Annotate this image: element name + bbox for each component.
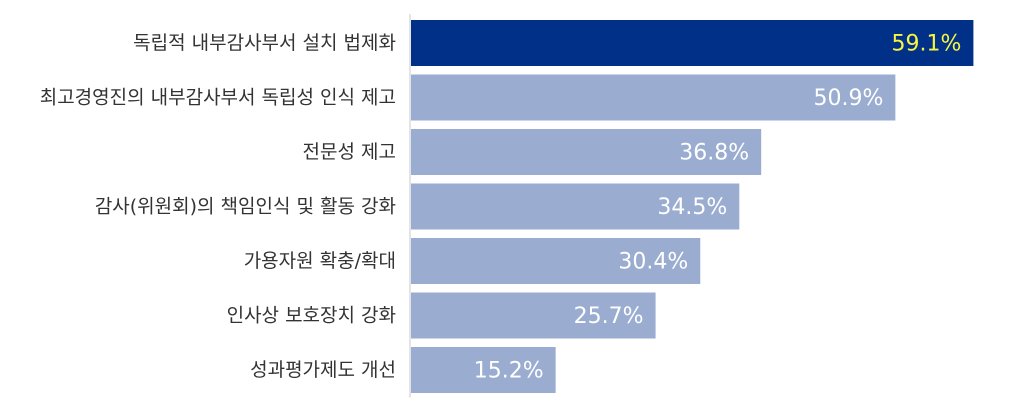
bar-0	[411, 20, 974, 66]
category-label-3: 감사(위원회)의 책임인식 및 활동 강화	[95, 196, 396, 218]
bar-6	[411, 347, 556, 393]
category-label-2: 전문성 제고	[303, 141, 396, 163]
value-label-4: 30.4%	[618, 250, 688, 275]
bar-3	[411, 183, 740, 230]
category-label-1: 최고경영진의 내부감사부서 독립성 인식 제고	[40, 87, 396, 109]
value-label-6: 15.2%	[474, 359, 544, 384]
bar-5	[411, 292, 656, 339]
bar-1	[411, 74, 896, 121]
value-label-1: 50.9%	[813, 86, 883, 111]
value-label-3: 34.5%	[657, 195, 727, 220]
value-label-0: 59.1%	[892, 32, 962, 57]
value-label-5: 25.7%	[574, 304, 644, 329]
category-label-4: 가용자원 확충/확대	[244, 250, 396, 272]
value-label-2: 36.8%	[679, 141, 749, 166]
category-label-6: 성과평가제도 개선	[250, 359, 396, 381]
category-label-0: 독립적 내부감사부서 설치 법제화	[133, 32, 396, 54]
bars-layer	[411, 20, 974, 393]
bar-2	[411, 129, 762, 175]
category-label-5: 인사상 보호장치 강화	[227, 305, 396, 327]
value-labels: 59.1% 50.9% 36.8% 34.5% 30.4% 25.7% 15.2%	[474, 32, 962, 384]
bar-4	[411, 238, 701, 284]
